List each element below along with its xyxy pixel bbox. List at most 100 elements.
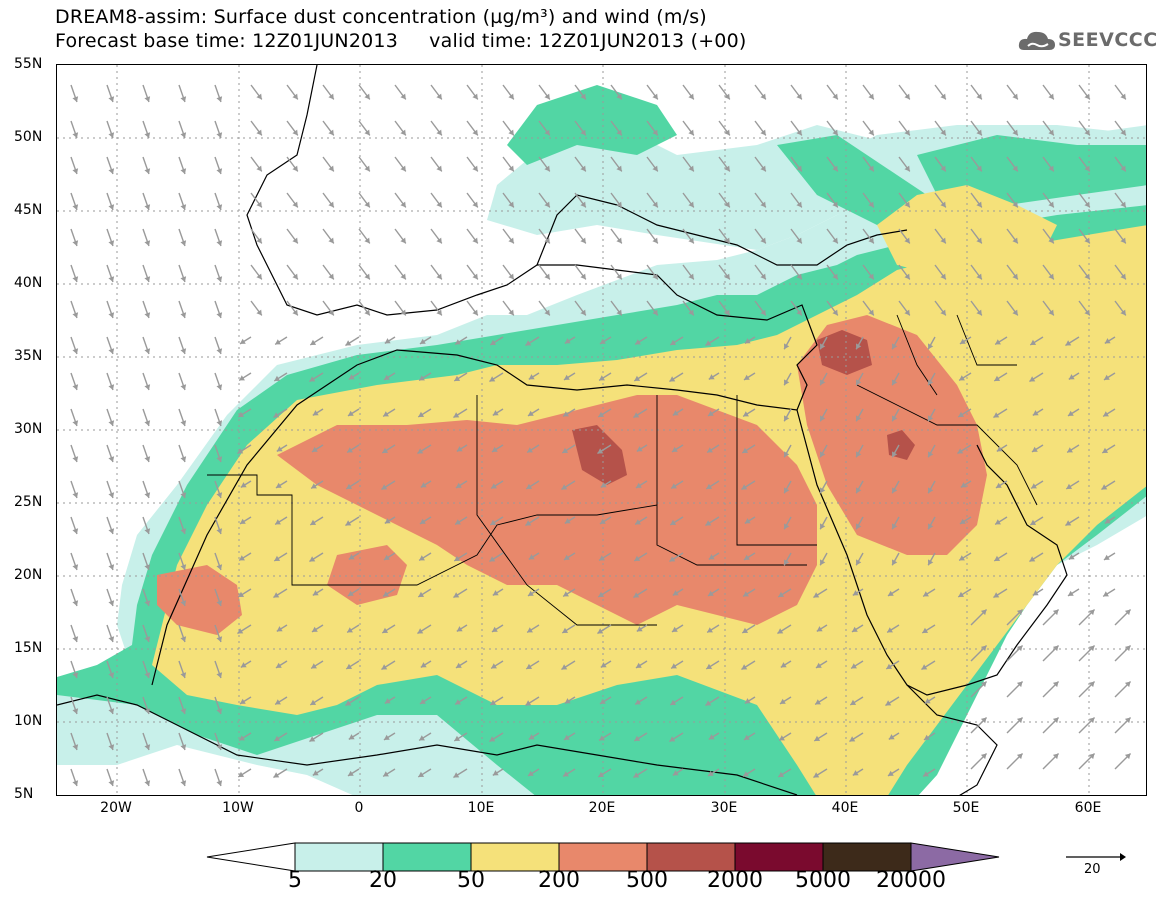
lat-label: 30N <box>14 421 43 437</box>
wind-arrow-head <box>856 559 862 566</box>
wind-arrow-head <box>489 736 496 742</box>
wind-arrow-head <box>309 376 316 382</box>
wind-arrow-head <box>562 627 569 633</box>
wind-arrow-head <box>309 736 316 742</box>
wind-arrow-head <box>742 447 749 453</box>
wind-arrow-head <box>345 700 352 706</box>
wind-arrow-head <box>364 237 370 244</box>
wind-arrow-head <box>72 564 79 570</box>
wind-arrow-head <box>779 735 785 741</box>
map-panel <box>56 64 1147 796</box>
wind-arrow-head <box>346 663 353 669</box>
wind-arrow-head <box>784 415 790 422</box>
wind-arrow-head <box>994 375 1001 381</box>
wind-arrow-head <box>598 591 605 597</box>
wind-arrow-head <box>1088 645 1095 652</box>
wind-arrow-head <box>1101 484 1108 490</box>
wind-arrow-head <box>72 708 79 714</box>
wind-arrow-head <box>852 590 859 596</box>
wind-arrow-head <box>1103 374 1110 380</box>
colorbar-swatch <box>646 842 736 872</box>
wind-arrow-head <box>760 165 766 172</box>
wind-arrow-head <box>670 519 677 525</box>
wind-arrow-head <box>849 736 856 742</box>
wind-arrow-head <box>292 201 298 208</box>
wind-arrow-head <box>180 600 187 606</box>
wind-arrow-head <box>904 273 910 280</box>
wind-arrow-head <box>616 273 622 280</box>
wind-arrow-head <box>216 384 223 390</box>
wind-arrow-head <box>72 744 79 750</box>
wind-arrow-head <box>180 456 187 462</box>
wind-arrow-head <box>216 132 223 138</box>
wind-arrow-head <box>652 273 658 280</box>
wind-arrow-head <box>491 626 498 632</box>
wind-arrow-head <box>892 379 898 386</box>
wind-arrow-head <box>381 484 388 490</box>
wind-arrow-head <box>1012 129 1018 136</box>
wind-arrow-head <box>180 672 187 678</box>
wind-arrow-head <box>993 592 1000 598</box>
wind-arrow-head <box>180 708 187 714</box>
wind-arrow-head <box>707 410 714 416</box>
wind-arrow-head <box>760 309 766 316</box>
wind-arrow-head <box>275 339 281 345</box>
wind-arrow-head <box>1120 129 1126 136</box>
wind-arrow-head <box>580 165 586 172</box>
wind-arrow-head <box>887 590 894 596</box>
wind-arrow-head <box>600 662 607 668</box>
wind-arrow-head <box>706 483 713 489</box>
wind-arrow-head <box>1052 609 1059 616</box>
wind-arrow-head <box>940 93 946 100</box>
wind-arrow-head <box>108 600 115 606</box>
wind-arrow-head <box>598 411 605 417</box>
wind-arrow-head <box>1032 410 1039 416</box>
lat-label: 5N <box>14 786 34 802</box>
wind-arrow-head <box>216 600 223 606</box>
legend-label: 500 <box>626 868 668 893</box>
wind-arrow-head <box>275 519 281 525</box>
wind-arrow-head <box>892 559 898 566</box>
wind-arrow-head <box>784 343 790 350</box>
wind-arrow-head <box>832 237 838 244</box>
wind-arrow-head <box>635 482 642 488</box>
wind-arrow-head <box>383 591 389 597</box>
colorbar-swatch <box>734 842 824 872</box>
wind-arrow-head <box>454 375 461 381</box>
wind-arrow-head <box>328 273 334 280</box>
wind-arrow-head <box>491 446 498 452</box>
wind-arrow-head <box>239 338 246 344</box>
wind-arrow-head <box>490 519 497 525</box>
wind-arrow-head <box>417 448 424 454</box>
wind-arrow-head <box>980 681 987 688</box>
wind-arrow-head <box>563 411 569 417</box>
wind-arrow-head <box>742 627 749 633</box>
wind-arrow-head <box>383 734 390 740</box>
wind-arrow-head <box>887 627 893 633</box>
wind-arrow-head <box>310 699 317 705</box>
wind-arrow-head <box>383 411 389 417</box>
wind-arrow-head <box>1088 681 1095 688</box>
wind-arrow-head <box>1088 609 1095 616</box>
wind-arrow-head <box>472 93 478 100</box>
wind-arrow-head <box>688 309 694 316</box>
wind-arrow-head <box>904 165 910 172</box>
wind-arrow-head <box>455 339 461 345</box>
wind-arrow-head <box>180 132 187 138</box>
wind-arrow-head <box>1124 717 1131 724</box>
wind-arrow-head <box>1065 340 1072 346</box>
wind-arrow-head <box>108 204 115 210</box>
wind-arrow-head <box>1068 374 1075 380</box>
wind-arrow-head <box>311 483 317 489</box>
wind-arrow-head <box>420 662 427 668</box>
wind-arrow-head <box>868 93 874 100</box>
wind-arrow-head <box>436 93 442 100</box>
wind-arrow-head <box>1052 753 1059 760</box>
wind-arrow-head <box>544 201 550 208</box>
wind-arrow-head <box>72 528 79 534</box>
wind-arrow-head <box>275 662 282 668</box>
wind-arrow-head <box>108 348 115 354</box>
lon-label: 50E <box>952 800 980 816</box>
wind-arrow-head <box>1048 273 1054 280</box>
wind-arrow-head <box>216 744 223 750</box>
